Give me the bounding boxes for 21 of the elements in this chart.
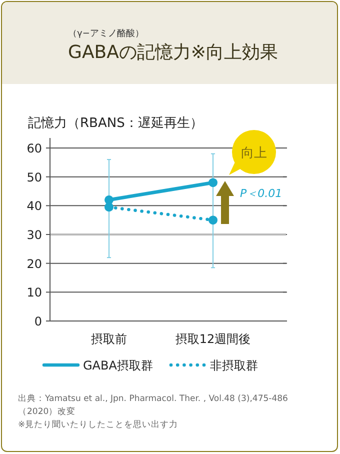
y-tick-label: 50 xyxy=(26,170,42,184)
point xyxy=(208,178,218,188)
y-tick-label: 0 xyxy=(34,314,42,328)
y-tick-label: 40 xyxy=(26,199,42,214)
legend-label: GABA摂取群 xyxy=(83,358,153,372)
point xyxy=(208,216,218,225)
point xyxy=(104,202,114,212)
chart-subtitle: （γ−アミノ酪酸） xyxy=(68,28,144,40)
source-note: 出典：Yamatsu et al., Jpn. Pharmacol. Ther. , Vol.48 (3),475-486（2020）改変 xyxy=(18,393,289,419)
legend-label: 非摂取群 xyxy=(210,358,258,372)
y-axis-title: 記憶力（RBANS：遅延再生） xyxy=(28,116,203,131)
annotation: P＜0.01 xyxy=(240,187,282,200)
x-tick-label: 摂取12週間後 xyxy=(175,332,251,346)
text: ※見たり聞いたりしたことを思い出す力 xyxy=(18,419,180,432)
x-tick-label: 摂取前 xyxy=(91,332,127,346)
annotation: 向上 xyxy=(241,146,267,161)
chart-title: GABAの記憶力※向上効果 xyxy=(68,41,278,64)
y-tick-label: 60 xyxy=(26,142,42,156)
y-tick-label: 20 xyxy=(26,256,42,271)
y-tick-label: 30 xyxy=(26,228,42,242)
y-tick-label: 10 xyxy=(26,286,42,300)
